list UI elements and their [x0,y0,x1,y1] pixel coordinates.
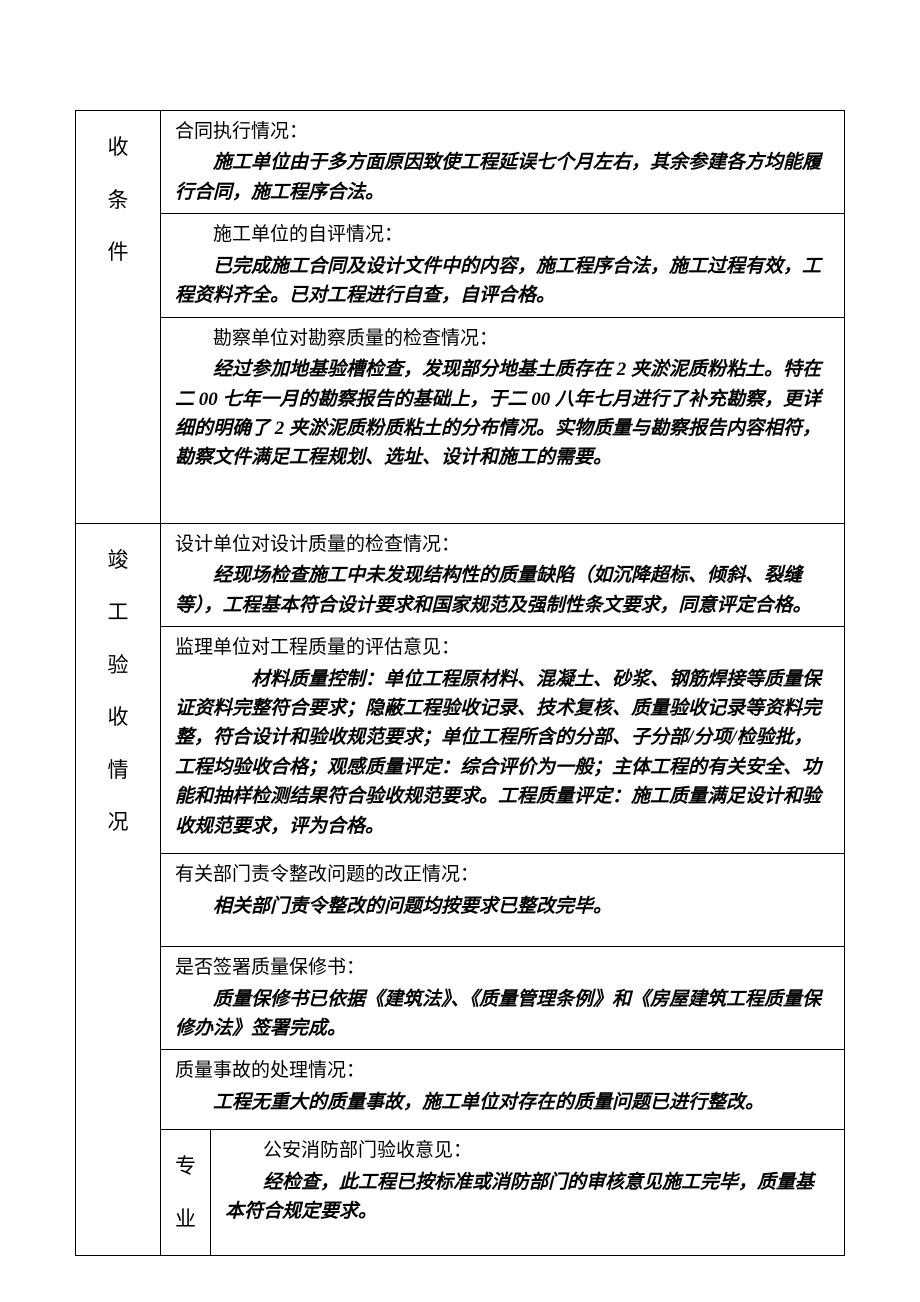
cell-body: 相关部门责令整改的问题均按要求已整改完毕。 [175,892,830,921]
document-table: 收 条 件 合同执行情况： 施工单位由于多方面原因致使工程延误七个月左右，其余参… [75,110,845,1256]
cell-title: 有关部门责令整改问题的改正情况： [175,860,830,889]
inner-label-char: 业 [166,1193,205,1246]
self-evaluation-cell: 施工单位的自评情况： 已完成施工合同及设计文件中的内容，施工程序合法，施工过程有… [161,214,845,317]
cell-body: 经过参加地基验槽检查，发现部分地基土质存在 2 夹淤泥质粉粘土。特在二 00 七… [175,355,830,473]
side-label-char: 况 [76,796,160,849]
side-label-char: 竣 [76,534,160,587]
side-label-char: 条 [76,174,160,227]
cell-title: 勘察单位对勘察质量的检查情况： [175,324,830,353]
quality-accident-cell: 质量事故的处理情况： 工程无重大的质量事故，施工单位对存在的质量问题已进行整改。 [161,1050,845,1130]
cell-body: 质量保修书已依据《建筑法》、《质量管理条例》和《房屋建筑工程质量保修办法》签署完… [175,985,830,1044]
cell-title: 合同执行情况： [175,117,830,146]
side-label-char: 件 [76,226,160,279]
cell-body: 材料质量控制：单位工程原材料、混凝土、砂浆、钢筋焊接等质量保证资料完整符合要求；… [175,665,830,842]
design-quality-cell: 设计单位对设计质量的检查情况： 经现场检查施工中未发现结构性的质量缺陷（如沉降超… [161,523,845,626]
cell-title: 是否签署质量保修书： [175,953,830,982]
survey-quality-cell: 勘察单位对勘察质量的检查情况： 经过参加地基验槽检查，发现部分地基土质存在 2 … [161,317,845,523]
supervision-evaluation-cell: 监理单位对工程质量的评估意见： 材料质量控制：单位工程原材料、混凝土、砂浆、钢筋… [161,627,845,854]
rectification-cell: 有关部门责令整改问题的改正情况： 相关部门责令整改的问题均按要求已整改完毕。 [161,854,845,947]
cell-body: 工程无重大的质量事故，施工单位对存在的质量问题已进行整改。 [175,1088,830,1117]
cell-body: 已完成施工合同及设计文件中的内容，施工程序合法，施工过程有效，工程资料齐全。已对… [175,252,830,311]
cell-body: 施工单位由于多方面原因致使工程延误七个月左右，其余参建各方均能履行合同，施工程序… [175,148,830,207]
fire-safety-cell: 公安消防部门验收意见： 经检查，此工程已按标准或消防部门的审核意见施工完毕，质量… [211,1130,845,1256]
contract-execution-cell: 合同执行情况： 施工单位由于多方面原因致使工程延误七个月左右，其余参建各方均能履… [161,111,845,214]
cell-title: 设计单位对设计质量的检查情况： [175,530,830,559]
side-label-char: 验 [76,639,160,692]
warranty-cell: 是否签署质量保修书： 质量保修书已依据《建筑法》、《质量管理条例》和《房屋建筑工… [161,947,845,1050]
side-label-char: 情 [76,744,160,797]
cell-body: 经检查，此工程已按标准或消防部门的审核意见施工完毕，质量基本符合规定要求。 [225,1168,830,1227]
professional-label: 专 业 [161,1130,211,1256]
cell-title: 质量事故的处理情况： [175,1056,830,1085]
side-label-char: 收 [76,691,160,744]
section1-label: 收 条 件 [76,111,161,524]
section2-label: 竣 工 验 收 情 况 [76,523,161,1255]
side-label-char: 工 [76,586,160,639]
cell-title: 施工单位的自评情况： [175,220,830,249]
cell-title: 公安消防部门验收意见： [225,1136,830,1165]
inner-label-char: 专 [166,1140,205,1193]
side-label-char: 收 [76,121,160,174]
cell-title: 监理单位对工程质量的评估意见： [175,633,830,662]
cell-body: 经现场检查施工中未发现结构性的质量缺陷（如沉降超标、倾斜、裂缝等），工程基本符合… [175,561,830,620]
